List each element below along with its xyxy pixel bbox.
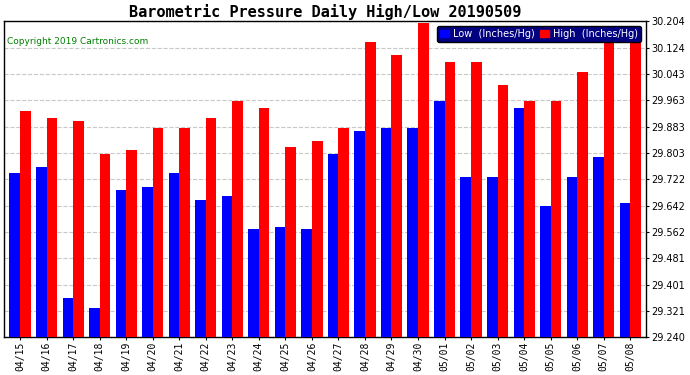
Bar [152, 128, 164, 337]
Bar [604, 29, 614, 337]
Bar [434, 101, 444, 337]
Bar [460, 177, 471, 337]
Bar [20, 111, 30, 337]
Bar [73, 121, 83, 337]
Text: Copyright 2019 Cartronics.com: Copyright 2019 Cartronics.com [7, 38, 148, 46]
Bar [497, 85, 509, 337]
Bar [391, 56, 402, 337]
Bar [577, 72, 588, 337]
Bar [381, 128, 391, 337]
Bar [10, 173, 20, 337]
Bar [89, 308, 99, 337]
Legend: Low  (Inches/Hg), High  (Inches/Hg): Low (Inches/Hg), High (Inches/Hg) [437, 26, 641, 42]
Bar [355, 131, 365, 337]
Bar [328, 154, 338, 337]
Bar [99, 154, 110, 337]
Bar [551, 101, 561, 337]
Bar [444, 62, 455, 337]
Bar [259, 108, 270, 337]
Bar [418, 22, 428, 337]
Bar [471, 62, 482, 337]
Bar [286, 147, 296, 337]
Bar [365, 42, 375, 337]
Bar [63, 298, 73, 337]
Bar [540, 206, 551, 337]
Bar [338, 128, 349, 337]
Bar [487, 177, 497, 337]
Bar [126, 150, 137, 337]
Bar [179, 128, 190, 337]
Bar [513, 108, 524, 337]
Bar [47, 118, 57, 337]
Bar [312, 141, 322, 337]
Bar [593, 157, 604, 337]
Bar [630, 36, 641, 337]
Bar [233, 101, 243, 337]
Bar [36, 166, 47, 337]
Bar [302, 229, 312, 337]
Title: Barometric Pressure Daily High/Low 20190509: Barometric Pressure Daily High/Low 20190… [129, 4, 522, 20]
Bar [407, 128, 418, 337]
Bar [620, 203, 630, 337]
Bar [116, 190, 126, 337]
Bar [275, 228, 286, 337]
Bar [195, 200, 206, 337]
Bar [524, 101, 535, 337]
Bar [566, 177, 577, 337]
Bar [206, 118, 217, 337]
Bar [248, 229, 259, 337]
Bar [221, 196, 233, 337]
Bar [168, 173, 179, 337]
Bar [142, 186, 152, 337]
